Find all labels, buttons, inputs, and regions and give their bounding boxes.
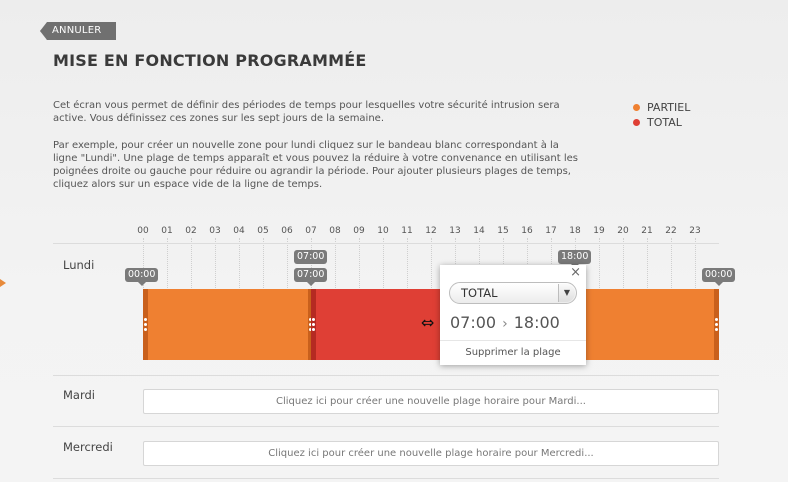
time-tag-end: 00:00 [702,268,736,286]
hour-label: 00 [137,226,149,236]
hour-label: 20 [617,226,629,236]
handle-grip-dot [715,328,718,331]
hour-label: 08 [329,226,341,236]
handle-grip-dot [715,323,718,326]
day-label-lundi: Lundi [63,258,95,272]
delete-range-link[interactable]: Supprimer la plage [465,347,561,358]
time-tag-0700: 07:00 [294,268,328,286]
legend-label-partiel: PARTIEL [647,101,691,114]
handle-grip-dot [715,318,718,321]
hour-label: 15 [497,226,509,236]
mode-select-value: TOTAL [461,286,498,300]
create-range-mercredi[interactable]: Cliquez ici pour créer une nouvelle plag… [143,441,719,466]
handle-grip-dot [312,328,315,331]
row-separator [53,375,719,376]
time-tag-start: 00:00 [125,268,159,286]
hour-label: 12 [425,226,437,236]
hour-label: 03 [209,226,221,236]
legend: PARTIEL TOTAL [633,100,690,130]
hour-label: 05 [257,226,269,236]
handle-grip-dot [312,323,315,326]
day-label-mercredi: Mercredi [63,440,113,454]
resize-horizontal-icon: ⇔ [421,313,435,332]
time-tag-0700-top: 07:00 [294,250,328,264]
range-right-handle[interactable] [714,289,719,360]
day-label-mardi: Mardi [63,388,95,402]
hour-label: 09 [353,226,365,236]
popup-divider [440,340,586,341]
hour-label: 10 [377,226,389,236]
popup-start-time[interactable]: 07:00 [450,313,497,332]
handle-grip-dot [144,318,147,321]
range-edit-popup: × TOTAL ▼ 07:00 › 18:00 Supprimer la plage [440,265,586,365]
cancel-button[interactable]: ANNULER [40,22,116,40]
mode-select[interactable]: TOTAL ▼ [449,282,577,304]
handle-grip-dot [312,318,315,321]
description-paragraph-1: Cet écran vous permet de définir des pér… [53,100,560,124]
hour-label: 16 [521,226,533,236]
create-range-mardi[interactable]: Cliquez ici pour créer une nouvelle plag… [143,389,719,414]
row-separator [53,478,719,479]
range-left-handle[interactable] [311,289,316,360]
popup-end-time[interactable]: 18:00 [513,313,560,332]
legend-dot-total [633,119,640,126]
hour-label: 21 [641,226,653,236]
handle-grip-dot [144,323,147,326]
hour-label: 13 [449,226,461,236]
popup-time-range: 07:00 › 18:00 [450,313,560,332]
hour-label: 19 [593,226,605,236]
close-icon[interactable]: × [570,265,581,280]
range-separator-icon: › [502,316,508,332]
range-lundi-partiel-morning[interactable] [143,289,313,360]
hour-label: 14 [473,226,485,236]
hour-label: 17 [545,226,557,236]
handle-grip-dot [309,323,312,326]
page-title: MISE EN FONCTION PROGRAMMÉE [53,51,367,70]
legend-label-total: TOTAL [647,116,682,129]
row-separator [53,243,719,244]
handle-grip-dot [309,318,312,321]
hour-label: 02 [185,226,197,236]
handle-grip-dot [144,328,147,331]
time-tag-1800: 18:00 [558,250,592,268]
hour-label: 04 [233,226,245,236]
legend-item-total: TOTAL [633,115,690,130]
hour-label: 01 [161,226,173,236]
range-left-handle[interactable] [143,289,148,360]
range-lundi-partiel-evening[interactable] [581,289,719,360]
handle-grip-dot [309,328,312,331]
legend-item-partiel: PARTIEL [633,100,690,115]
description-paragraph-2: Par exemple, pour créer un nouvelle zone… [53,140,578,190]
hour-label: 18 [569,226,581,236]
legend-dot-partiel [633,104,640,111]
hour-label: 06 [281,226,293,236]
hour-label: 11 [401,226,413,236]
hour-label: 22 [665,226,677,236]
hour-label: 23 [689,226,701,236]
chevron-down-icon[interactable]: ▼ [558,284,575,302]
hour-label: 07 [305,226,317,236]
previous-arrow-icon[interactable] [0,275,6,291]
row-separator [53,426,719,427]
range-right-handle[interactable] [308,289,313,360]
hour-scale: 00 01 02 03 04 05 06 07 08 09 10 11 12 13 14 15 16 17 18 19… [0,226,788,238]
